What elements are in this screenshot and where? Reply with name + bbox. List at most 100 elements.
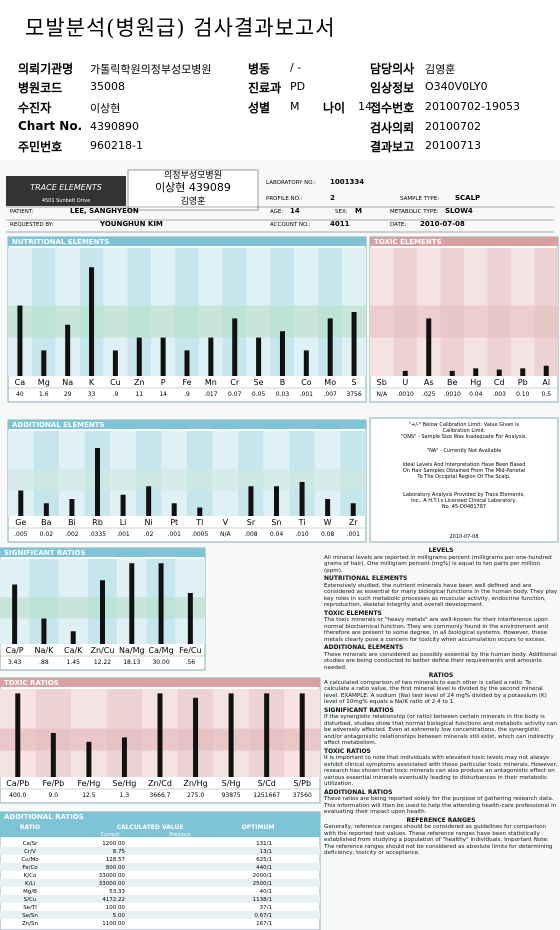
element-label: Al	[542, 378, 550, 387]
element-label: Be	[447, 378, 457, 387]
ratio-name: K/Co	[24, 873, 37, 879]
element-label: Co	[301, 378, 312, 387]
legend-line: On Hair Samples Obtained From The Mid-Pa…	[403, 468, 525, 474]
element-label: P	[161, 378, 166, 387]
row-bg	[0, 847, 320, 855]
note-text: A calculated comparison of two minerals …	[324, 679, 547, 706]
bar	[89, 267, 95, 376]
element-label: S	[352, 378, 357, 387]
field-label: 결과보고	[370, 140, 415, 154]
result-value: 40	[16, 391, 24, 398]
handwritten: 의정부성모병원	[164, 170, 222, 181]
note-heading: NUTRITIONAL ELEMENTS	[324, 575, 408, 582]
element-label: Sn	[271, 518, 281, 527]
bar	[50, 733, 56, 777]
bar	[327, 318, 333, 376]
ratio-name: Se/Sn	[22, 913, 38, 919]
field-label: Chart No.	[18, 119, 83, 133]
bar	[41, 350, 47, 376]
bar	[299, 482, 305, 516]
legend-line: "NA" - Currently Not Available	[427, 448, 501, 454]
bar	[193, 697, 199, 777]
ratio-name: K/Li	[25, 881, 36, 887]
ratio-optimum: 13/1	[260, 849, 272, 855]
element-label: As	[424, 378, 434, 387]
bar	[41, 618, 47, 644]
element-label: Fe/Hg	[77, 779, 100, 788]
chart-title: NUTRITIONAL ELEMENTS	[12, 238, 109, 246]
bar	[299, 693, 305, 777]
field-value: 960218-1	[90, 139, 143, 152]
result-value: 1.45	[67, 659, 81, 666]
element-label: Ca/K	[64, 646, 83, 655]
info-value: SLOW4	[445, 207, 473, 215]
result-value: 0.07	[228, 391, 242, 398]
element-label: W	[324, 518, 332, 527]
bar	[520, 368, 526, 376]
chart-title: TOXIC RATIOS	[4, 679, 59, 687]
result-value: .025	[422, 391, 436, 398]
ratio-optimum: 1138/1	[253, 897, 272, 903]
field-value: 14	[358, 100, 372, 113]
info-value: 14	[290, 207, 300, 215]
bar	[136, 337, 142, 376]
result-value: 0.08	[321, 531, 335, 538]
note-heading: TOXIC RATIOS	[324, 747, 371, 755]
result-value: .001	[347, 531, 361, 538]
info-label: REQUESTED BY:	[10, 222, 54, 228]
bar	[279, 331, 285, 376]
result-value: .56	[186, 659, 196, 666]
element-label: Mn	[205, 378, 217, 387]
info-value: 1001334	[330, 178, 364, 186]
result-value: 11	[135, 391, 143, 398]
table-header: OPTIMUM	[242, 824, 275, 831]
bar	[325, 499, 331, 516]
range-zone	[8, 469, 366, 491]
info-value: SCALP	[455, 194, 480, 202]
field-label: 검사의뢰	[370, 121, 415, 135]
lab-address: 4501 Sunbelt Drive	[42, 198, 90, 204]
bar	[256, 337, 262, 376]
report-title: 모발분석(병원급) 검사결과보고서	[25, 16, 336, 40]
note-heading: TOXIC ELEMENTS	[324, 609, 382, 617]
element-label: Tl	[195, 518, 203, 527]
result-value: .0010	[397, 391, 414, 398]
element-label: Mo	[324, 378, 336, 387]
field-value: 4390890	[90, 120, 139, 133]
bar	[351, 312, 357, 376]
logo-box	[6, 176, 126, 206]
legend-note: Laboratory Analysis Provided by Trace El…	[403, 492, 525, 510]
bar	[43, 503, 49, 516]
ratio-optimum: 40/1	[260, 889, 272, 895]
row-bg	[0, 911, 320, 919]
result-value: .003	[493, 391, 507, 398]
result-value: 14	[159, 391, 167, 398]
lab-name: TRACE ELEMENTS	[30, 183, 102, 192]
element-label: Zn/Cd	[148, 779, 172, 788]
element-label: Ge	[15, 518, 26, 527]
note-text: All mineral levels are reported in milli…	[324, 554, 552, 574]
result-value: .02	[144, 531, 154, 538]
result-value: 0.5	[541, 391, 551, 398]
result-value: 1251667	[253, 792, 280, 799]
field-value: 20100702-19053	[425, 100, 520, 113]
element-label: Fe	[182, 378, 191, 387]
result-value: .9	[184, 391, 190, 398]
element-label: Na/Mg	[119, 646, 145, 655]
table-header: CALCULATED VALUE	[117, 824, 184, 831]
ratio-optimum: 0.67/1	[254, 913, 272, 919]
note-text: The toxic minerals or "heavy metals" are…	[324, 617, 549, 643]
field-label: 병원코드	[18, 81, 63, 95]
legend-note: "NA" - Currently Not Available	[427, 448, 501, 454]
result-value: .0335	[89, 531, 106, 538]
table-title-strip	[0, 812, 320, 821]
bar	[158, 563, 164, 644]
field-value: M	[290, 100, 300, 113]
bar	[228, 693, 234, 777]
element-label: Pb	[518, 378, 528, 387]
result-value: 37560	[293, 792, 312, 799]
element-label: Cr	[230, 378, 240, 387]
legend-line: 2010-07-08	[449, 534, 478, 540]
ratio-value: 1100.00	[102, 921, 125, 927]
chart-title-strip	[370, 237, 558, 246]
